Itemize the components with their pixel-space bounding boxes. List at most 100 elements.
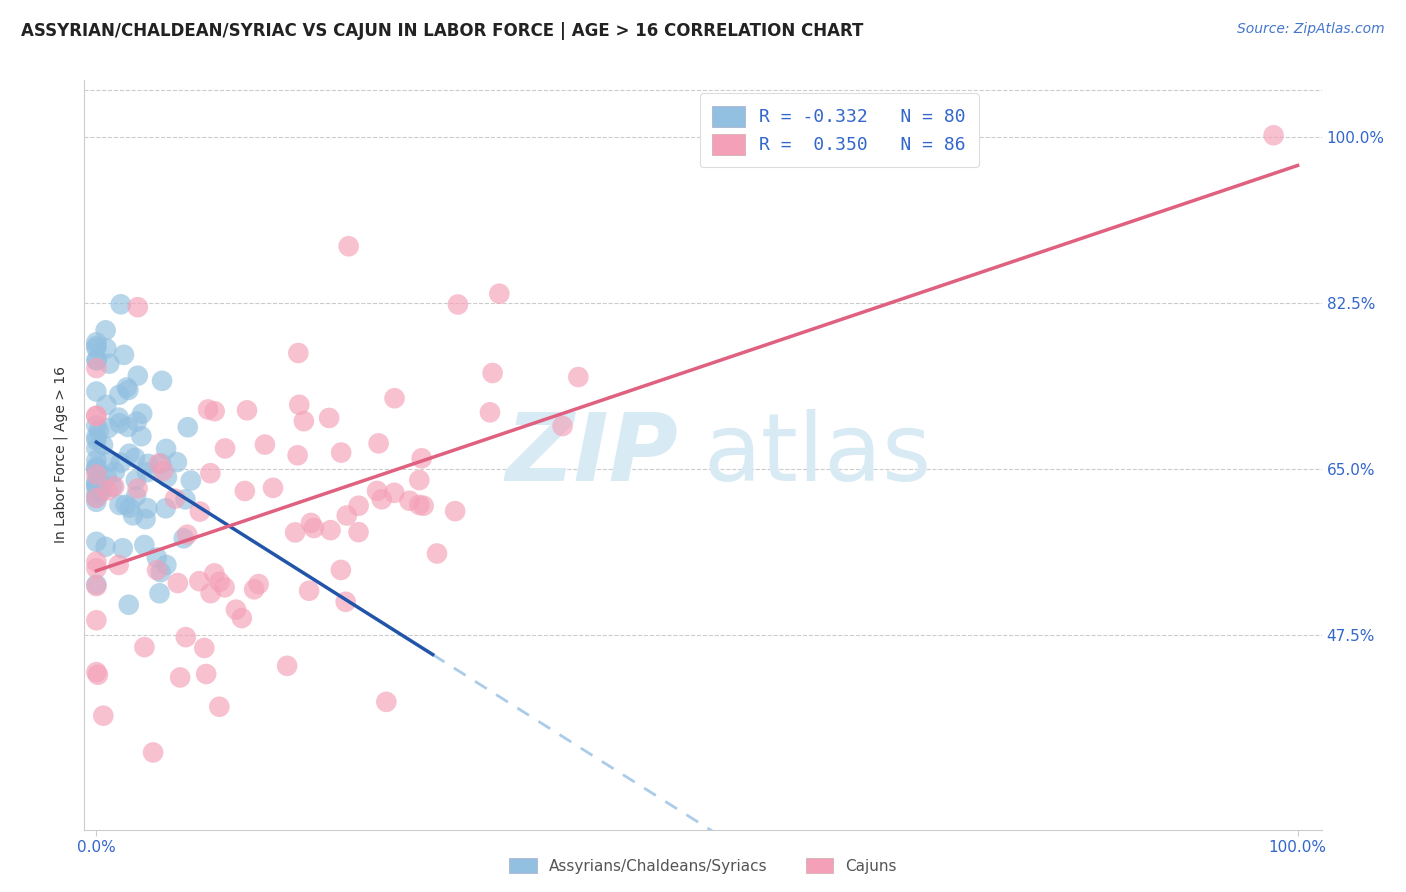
Point bbox=[302, 521, 325, 535]
Point bbox=[551, 419, 574, 434]
Point bbox=[367, 436, 389, 450]
Point bbox=[148, 456, 170, 470]
Point bbox=[90, 476, 112, 491]
Point bbox=[87, 667, 110, 681]
Point bbox=[86, 561, 108, 575]
Point bbox=[108, 498, 131, 512]
Point bbox=[136, 501, 159, 516]
Point bbox=[86, 433, 108, 447]
Point bbox=[204, 404, 226, 418]
Point bbox=[108, 417, 131, 431]
Point bbox=[136, 465, 159, 479]
Point bbox=[208, 699, 231, 714]
Point bbox=[104, 465, 127, 479]
Point bbox=[180, 474, 202, 488]
Point bbox=[131, 407, 153, 421]
Point bbox=[411, 451, 433, 466]
Point bbox=[347, 499, 370, 513]
Point bbox=[86, 341, 108, 355]
Point bbox=[86, 335, 108, 350]
Point bbox=[156, 470, 179, 484]
Point bbox=[262, 481, 284, 495]
Point bbox=[86, 353, 108, 368]
Point bbox=[86, 479, 108, 493]
Point bbox=[86, 352, 108, 367]
Point bbox=[208, 574, 231, 589]
Point bbox=[231, 611, 253, 625]
Point bbox=[177, 420, 200, 434]
Point bbox=[118, 447, 141, 461]
Point bbox=[188, 505, 211, 519]
Point bbox=[243, 582, 266, 597]
Text: ASSYRIAN/CHALDEAN/SYRIAC VS CAJUN IN LABOR FORCE | AGE > 16 CORRELATION CHART: ASSYRIAN/CHALDEAN/SYRIAC VS CAJUN IN LAB… bbox=[21, 22, 863, 40]
Point bbox=[101, 480, 124, 494]
Point bbox=[195, 667, 218, 681]
Point bbox=[86, 491, 108, 505]
Text: Source: ZipAtlas.com: Source: ZipAtlas.com bbox=[1237, 22, 1385, 37]
Point bbox=[136, 457, 159, 471]
Point bbox=[426, 547, 449, 561]
Point bbox=[478, 405, 501, 419]
Point bbox=[398, 493, 420, 508]
Point bbox=[86, 555, 108, 569]
Point bbox=[86, 442, 108, 456]
Point bbox=[117, 383, 139, 397]
Point bbox=[135, 512, 157, 526]
Point bbox=[86, 577, 108, 591]
Point bbox=[200, 467, 222, 481]
Point bbox=[118, 500, 141, 515]
Point bbox=[287, 346, 309, 360]
Point bbox=[127, 482, 149, 496]
Point bbox=[152, 464, 174, 478]
Point bbox=[111, 541, 134, 556]
Point bbox=[86, 479, 108, 493]
Point bbox=[481, 366, 503, 380]
Point bbox=[188, 574, 211, 589]
Point bbox=[444, 504, 467, 518]
Point bbox=[155, 501, 177, 516]
Point bbox=[318, 411, 340, 425]
Point bbox=[288, 398, 311, 412]
Point bbox=[225, 602, 247, 616]
Point bbox=[174, 492, 197, 507]
Point bbox=[117, 420, 139, 434]
Point bbox=[90, 484, 112, 499]
Point bbox=[412, 499, 434, 513]
Point bbox=[335, 595, 357, 609]
Point bbox=[122, 508, 145, 523]
Point bbox=[115, 380, 138, 394]
Point bbox=[155, 558, 177, 572]
Point bbox=[87, 424, 110, 438]
Point bbox=[142, 746, 165, 760]
Point bbox=[107, 410, 129, 425]
Point bbox=[118, 598, 141, 612]
Point bbox=[166, 576, 188, 591]
Point bbox=[382, 486, 405, 500]
Point bbox=[366, 483, 388, 498]
Point bbox=[86, 463, 108, 477]
Point bbox=[86, 384, 108, 399]
Point bbox=[125, 489, 148, 503]
Point bbox=[173, 532, 195, 546]
Point bbox=[86, 467, 108, 482]
Point bbox=[146, 563, 169, 577]
Point bbox=[149, 565, 172, 579]
Point bbox=[370, 492, 392, 507]
Point bbox=[155, 442, 177, 456]
Point bbox=[108, 388, 131, 402]
Point bbox=[287, 448, 309, 462]
Point bbox=[86, 409, 108, 423]
Point bbox=[103, 479, 125, 493]
Point bbox=[86, 429, 108, 443]
Point bbox=[112, 348, 135, 362]
Point bbox=[96, 342, 118, 356]
Point bbox=[146, 550, 169, 565]
Point bbox=[567, 370, 589, 384]
Point bbox=[176, 527, 198, 541]
Point bbox=[107, 558, 129, 572]
Point bbox=[127, 300, 149, 314]
Point bbox=[114, 498, 136, 512]
Point bbox=[124, 450, 146, 465]
Point bbox=[96, 470, 118, 484]
Text: atlas: atlas bbox=[703, 409, 931, 501]
